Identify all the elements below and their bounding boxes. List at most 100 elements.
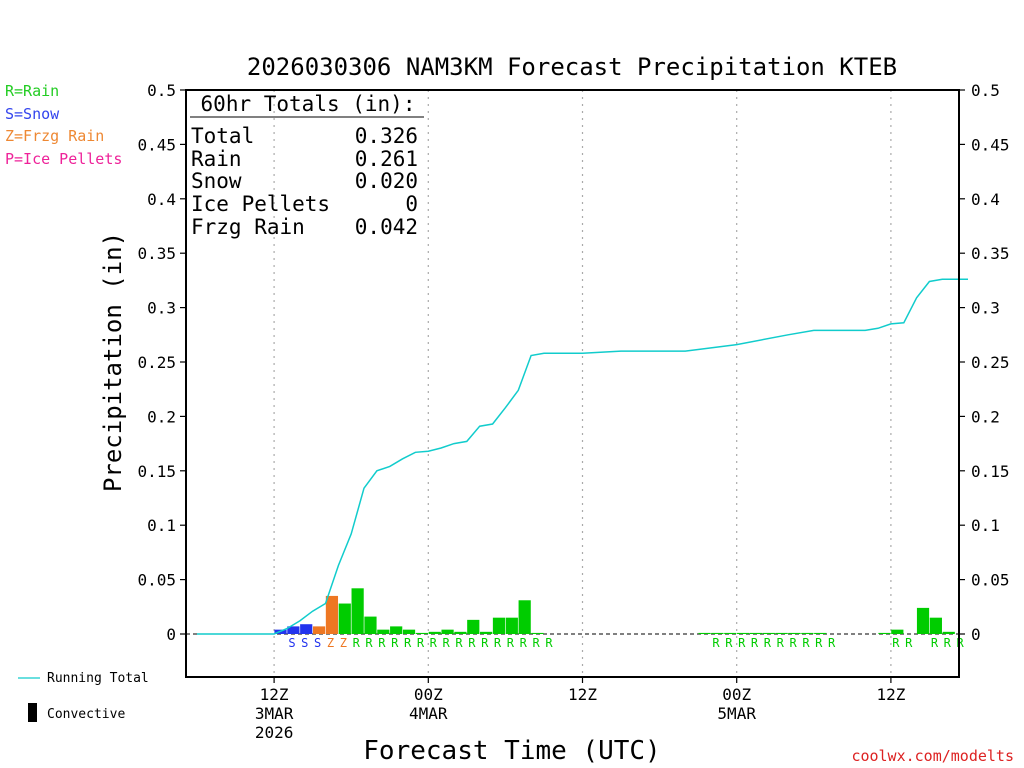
- totals-label-total: Total: [191, 124, 254, 148]
- totals-label-snow: Snow: [191, 169, 242, 193]
- precip-bar: [724, 632, 737, 634]
- ptype-marker: R: [905, 636, 913, 650]
- y-tick-label-left: 0.45: [137, 135, 176, 154]
- ptype-marker: R: [957, 636, 965, 650]
- precip-bar: [518, 600, 531, 634]
- y-tick-label-right: 0.4: [971, 190, 1000, 209]
- ptype-marker: R: [751, 636, 759, 650]
- precip-bar: [312, 626, 326, 634]
- x-tick-label: 2026: [255, 723, 294, 742]
- ptype-marker: R: [365, 636, 373, 650]
- legend-ice-pellets: P=Ice Pellets: [5, 150, 122, 168]
- ptype-marker: R: [931, 636, 939, 650]
- y-tick-label-right: 0.35: [971, 244, 1010, 263]
- ptype-marker: Z: [327, 636, 334, 650]
- ptype-marker: R: [777, 636, 785, 650]
- axes-layer: 0.5 0.5 0.45 0.45 0.4 0.4 0.35 0.35 0.3 0.3 0.25 0.…: [137, 81, 1009, 742]
- totals-value-total: 0.326: [355, 124, 418, 148]
- ptype-marker: R: [404, 636, 412, 650]
- chart-title: 2026030306 NAM3KM Forecast Precipitation…: [247, 53, 897, 81]
- precip-bar: [698, 632, 711, 634]
- totals-label-rain: Rain: [191, 147, 242, 171]
- totals-value-rain: 0.261: [355, 147, 418, 171]
- y-tick-label-right: 0.25: [971, 353, 1010, 372]
- precip-bar: [762, 632, 775, 634]
- ptype-marker: S: [301, 636, 308, 650]
- ptype-marker: R: [494, 636, 502, 650]
- running-total-layer: [197, 278, 968, 635]
- precip-bar: [441, 629, 454, 634]
- ptype-marker: R: [532, 636, 540, 650]
- precip-bar: [377, 629, 390, 634]
- ptype-marker: R: [417, 636, 425, 650]
- precip-bar: [402, 629, 416, 634]
- precip-bar: [929, 617, 942, 634]
- totals-label-frzg-rain: Frzg Rain: [191, 215, 305, 239]
- y-tick-label-right: 0.05: [971, 571, 1010, 590]
- y-tick-label-right: 0.15: [971, 462, 1010, 481]
- precip-bar: [749, 632, 763, 634]
- ptype-marker: R: [353, 636, 361, 650]
- precip-bar: [711, 632, 724, 634]
- y-tick-label-left: 0: [166, 625, 176, 644]
- totals-value-frzg-rain: 0.042: [355, 215, 418, 239]
- x-tick-label: 12Z: [260, 685, 289, 704]
- y-tick-label-right: 0: [971, 625, 981, 644]
- precip-bar: [325, 595, 339, 634]
- running-total-line: [197, 278, 968, 635]
- ptype-marker: R: [944, 636, 952, 650]
- x-tick-label: 00Z: [414, 685, 443, 704]
- credit-text: coolwx.com/modelts: [851, 747, 1014, 765]
- precip-bar: [942, 631, 955, 634]
- x-tick-label: 12Z: [568, 685, 597, 704]
- ptype-marker: R: [468, 636, 476, 650]
- precip-bar: [505, 617, 518, 634]
- y-tick-label-right: 0.2: [971, 407, 1000, 426]
- precip-bar: [300, 624, 313, 634]
- totals-value-snow: 0.020: [355, 169, 418, 193]
- precip-bar: [390, 626, 403, 634]
- y-tick-label-left: 0.3: [147, 299, 176, 318]
- precip-bar: [364, 616, 377, 634]
- ptype-marker: R: [378, 636, 386, 650]
- ptype-marker: R: [430, 636, 438, 650]
- ptype-marker: R: [789, 636, 797, 650]
- precip-bar: [480, 631, 493, 634]
- precip-bar: [916, 607, 930, 634]
- precip-bar: [351, 588, 364, 634]
- totals-box: 60hr Totals (in): Total 0.326 Rain 0.261…: [190, 92, 424, 239]
- precip-bar: [775, 632, 788, 634]
- precip-bar: [531, 632, 544, 634]
- totals-value-ice-pellets: 0: [405, 192, 418, 216]
- precip-bar: [788, 632, 801, 634]
- x-tick-label: 12Z: [876, 685, 905, 704]
- precip-bar: [467, 619, 480, 634]
- ptype-marker: R: [520, 636, 528, 650]
- ptype-marker: R: [738, 636, 746, 650]
- convective-legend-label: Convective: [47, 707, 125, 722]
- ptype-marker: S: [314, 636, 321, 650]
- ptype-marker: S: [288, 636, 295, 650]
- ptype-marker: Z: [340, 636, 347, 650]
- precip-bar: [878, 632, 891, 634]
- precip-bar: [338, 603, 351, 634]
- x-tick-label: 4MAR: [409, 704, 448, 723]
- totals-header: 60hr Totals (in):: [201, 92, 416, 116]
- y-tick-label-left: 0.25: [137, 353, 176, 372]
- ptype-marker: R: [712, 636, 720, 650]
- precip-bar: [492, 617, 506, 634]
- y-tick-label-left: 0.1: [147, 516, 176, 535]
- y-tick-label-left: 0.15: [137, 462, 176, 481]
- precip-bar: [737, 632, 750, 634]
- legend-snow: S=Snow: [5, 105, 60, 123]
- ptype-marker: R: [443, 636, 451, 650]
- ptype-marker: R: [507, 636, 515, 650]
- y-tick-label-right: 0.3: [971, 299, 1000, 318]
- precip-bar: [415, 632, 428, 634]
- y-tick-label-left: 0.05: [137, 571, 176, 590]
- x-axis-label: Forecast Time (UTC): [363, 736, 660, 766]
- ptype-marker: R: [481, 636, 489, 650]
- legend-rain: R=Rain: [5, 82, 59, 100]
